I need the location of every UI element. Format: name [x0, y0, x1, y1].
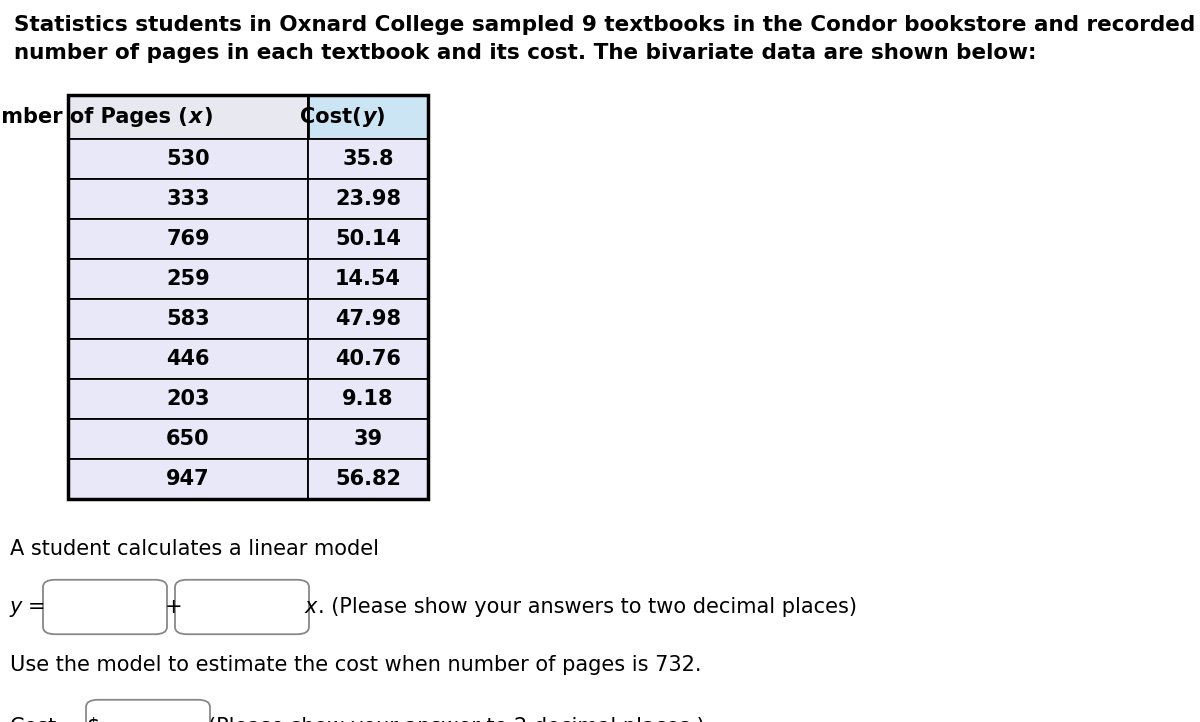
Text: y =: y =	[10, 597, 47, 617]
Bar	[308, 419, 428, 459]
Text: Statistics students in Oxnard College sampled 9 textbooks in the Condor bookstor: Statistics students in Oxnard College sa…	[14, 15, 1200, 63]
Text: x: x	[190, 107, 203, 127]
Text: 23.98: 23.98	[335, 189, 401, 209]
Text: 40.76: 40.76	[335, 349, 401, 369]
Text: +: +	[166, 597, 182, 617]
Bar	[308, 219, 428, 259]
Text: 259: 259	[166, 269, 210, 289]
FancyBboxPatch shape	[175, 580, 308, 634]
Text: 333: 333	[167, 189, 210, 209]
Bar	[308, 95, 428, 139]
Text: 9.18: 9.18	[342, 389, 394, 409]
Bar	[308, 259, 428, 299]
Text: ): )	[204, 107, 214, 127]
Bar	[308, 139, 428, 179]
Bar	[68, 459, 308, 499]
Text: 203: 203	[167, 389, 210, 409]
Text: Cost = $: Cost = $	[10, 717, 101, 722]
Bar	[68, 379, 308, 419]
Bar	[308, 339, 428, 379]
Bar	[308, 379, 428, 419]
Bar	[68, 179, 308, 219]
Text: 650: 650	[166, 429, 210, 449]
Text: 947: 947	[166, 469, 210, 489]
Text: A student calculates a linear model: A student calculates a linear model	[10, 539, 379, 559]
Bar	[308, 459, 428, 499]
Text: 14.54: 14.54	[335, 269, 401, 289]
Text: ): )	[376, 107, 385, 127]
Text: y: y	[362, 107, 377, 127]
FancyBboxPatch shape	[43, 580, 167, 634]
Bar	[308, 179, 428, 219]
Bar	[68, 95, 428, 499]
Text: Number of Pages (: Number of Pages (	[0, 107, 188, 127]
Bar	[68, 139, 308, 179]
Text: 39: 39	[354, 429, 383, 449]
Bar	[68, 419, 308, 459]
Text: 769: 769	[166, 229, 210, 249]
Text: Cost(: Cost(	[300, 107, 362, 127]
Text: 47.98: 47.98	[335, 309, 401, 329]
Text: (Please show your answer to 2 decimal places.): (Please show your answer to 2 decimal pl…	[208, 717, 704, 722]
Text: 56.82: 56.82	[335, 469, 401, 489]
Bar	[68, 339, 308, 379]
Text: 583: 583	[166, 309, 210, 329]
Bar	[68, 299, 308, 339]
Text: 446: 446	[167, 349, 210, 369]
Text: 50.14: 50.14	[335, 229, 401, 249]
Bar	[308, 299, 428, 339]
Text: . (Please show your answers to two decimal places): . (Please show your answers to two decim…	[318, 597, 857, 617]
Text: x: x	[305, 597, 317, 617]
Text: Use the model to estimate the cost when number of pages is 732.: Use the model to estimate the cost when …	[10, 655, 702, 675]
Text: 530: 530	[166, 149, 210, 169]
Bar	[68, 219, 308, 259]
Bar	[68, 95, 308, 139]
Text: 35.8: 35.8	[342, 149, 394, 169]
Bar	[68, 259, 308, 299]
FancyBboxPatch shape	[86, 700, 210, 722]
